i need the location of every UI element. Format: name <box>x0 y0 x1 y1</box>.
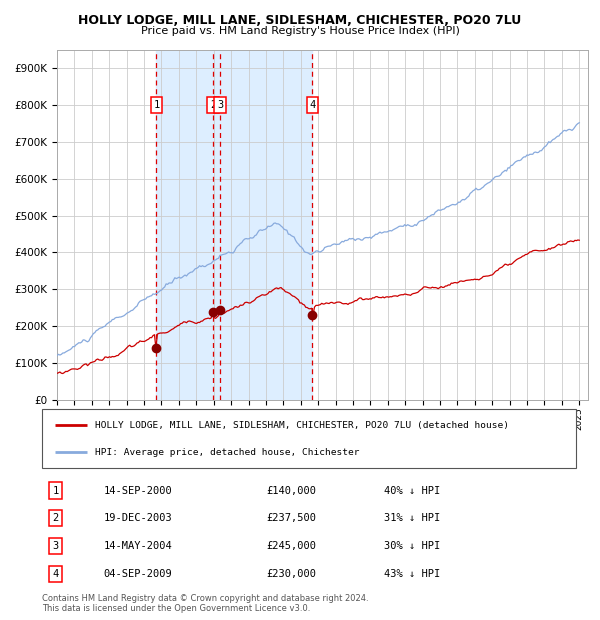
Text: 31% ↓ HPI: 31% ↓ HPI <box>384 513 440 523</box>
Text: 04-SEP-2009: 04-SEP-2009 <box>103 569 172 579</box>
Text: 3: 3 <box>217 100 223 110</box>
Text: 19-DEC-2003: 19-DEC-2003 <box>103 513 172 523</box>
Text: Price paid vs. HM Land Registry's House Price Index (HPI): Price paid vs. HM Land Registry's House … <box>140 26 460 36</box>
Text: 2: 2 <box>52 513 58 523</box>
Text: HPI: Average price, detached house, Chichester: HPI: Average price, detached house, Chic… <box>95 448 360 457</box>
Text: 1: 1 <box>153 100 160 110</box>
Text: Contains HM Land Registry data © Crown copyright and database right 2024.
This d: Contains HM Land Registry data © Crown c… <box>42 594 368 613</box>
Text: 14-SEP-2000: 14-SEP-2000 <box>103 485 172 495</box>
Text: 1: 1 <box>52 485 58 495</box>
Text: £140,000: £140,000 <box>266 485 316 495</box>
Text: £245,000: £245,000 <box>266 541 316 551</box>
Text: 2: 2 <box>210 100 216 110</box>
Text: 4: 4 <box>52 569 58 579</box>
FancyBboxPatch shape <box>42 409 576 468</box>
Text: 3: 3 <box>52 541 58 551</box>
Text: £237,500: £237,500 <box>266 513 316 523</box>
Bar <box>157 50 313 400</box>
Text: 4: 4 <box>309 100 316 110</box>
Text: 30% ↓ HPI: 30% ↓ HPI <box>384 541 440 551</box>
Text: HOLLY LODGE, MILL LANE, SIDLESHAM, CHICHESTER, PO20 7LU: HOLLY LODGE, MILL LANE, SIDLESHAM, CHICH… <box>79 14 521 27</box>
Text: HOLLY LODGE, MILL LANE, SIDLESHAM, CHICHESTER, PO20 7LU (detached house): HOLLY LODGE, MILL LANE, SIDLESHAM, CHICH… <box>95 420 509 430</box>
Text: 40% ↓ HPI: 40% ↓ HPI <box>384 485 440 495</box>
Text: 14-MAY-2004: 14-MAY-2004 <box>103 541 172 551</box>
Text: £230,000: £230,000 <box>266 569 316 579</box>
Text: 43% ↓ HPI: 43% ↓ HPI <box>384 569 440 579</box>
